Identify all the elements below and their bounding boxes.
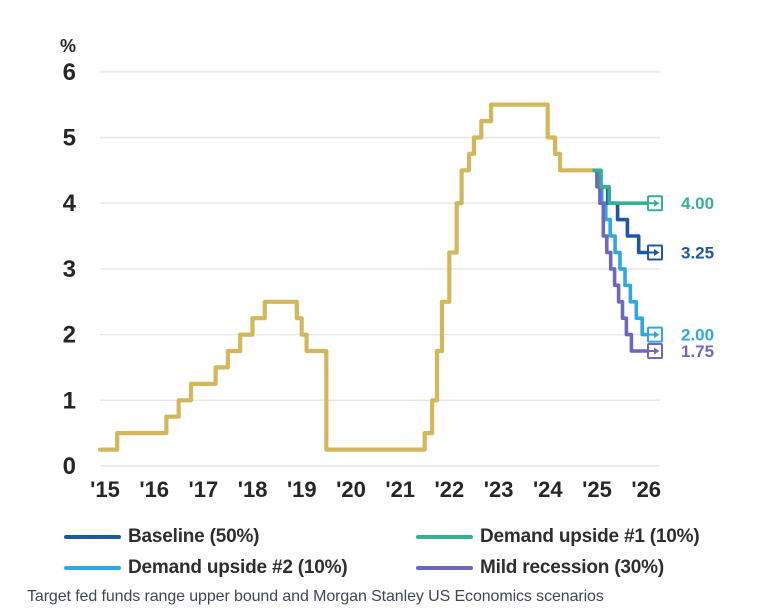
end-marker-arrow-head xyxy=(654,331,660,339)
legend-item-demand-upside-2: Demand upside #2 (10%) xyxy=(64,555,416,581)
legend-label-demand-upside-1: Demand upside #1 (10%) xyxy=(480,526,700,547)
y-axis-unit-label: % xyxy=(60,36,76,56)
y-tick-label: 4 xyxy=(63,190,77,217)
x-tick-label: '16 xyxy=(139,477,169,502)
legend-swatch-demand-upside-1 xyxy=(416,534,473,540)
x-tick-label: '22 xyxy=(435,477,465,502)
legend-label-baseline: Baseline (50%) xyxy=(128,526,260,547)
end-marker-arrow-head xyxy=(654,347,660,355)
y-tick-label: 0 xyxy=(63,453,76,480)
chart-legend: Baseline (50%) Demand upside #1 (10%) De… xyxy=(64,524,770,581)
x-tick-label: '23 xyxy=(484,477,514,502)
end-marker-arrow-head xyxy=(654,199,660,207)
end-value-label: 3.25 xyxy=(681,243,714,262)
end-marker-arrow-head xyxy=(654,248,660,256)
y-tick-label: 1 xyxy=(63,387,76,414)
legend-swatch-mild-recession xyxy=(416,565,473,571)
legend-label-mild-recession: Mild recession (30%) xyxy=(480,557,664,578)
end-value-label: 1.75 xyxy=(681,342,714,361)
y-tick-label: 3 xyxy=(63,256,76,283)
y-tick-label: 5 xyxy=(63,125,76,152)
legend-swatch-demand-upside-2 xyxy=(64,565,121,571)
chart-caption: Target fed funds range upper bound and M… xyxy=(27,588,604,605)
x-tick-label: '25 xyxy=(582,477,612,502)
y-tick-label: 2 xyxy=(63,322,76,349)
x-tick-label: '19 xyxy=(287,477,317,502)
series-line-mild-recession-30 xyxy=(592,168,658,353)
legend-item-mild-recession: Mild recession (30%) xyxy=(416,555,770,581)
x-tick-label: '21 xyxy=(385,477,415,502)
fed-funds-chart: 0 1 2 3 4 5 6% '15 '16 '17 '18 '19 '20 '21 '22 '23 '24 '2… xyxy=(60,36,714,502)
end-value-label: 4.00 xyxy=(681,194,714,213)
x-tick-label: '24 xyxy=(533,477,563,502)
end-value-label: 2.00 xyxy=(681,326,714,345)
legend-item-demand-upside-1: Demand upside #1 (10%) xyxy=(416,524,770,550)
legend-label-demand-upside-2: Demand upside #2 (10%) xyxy=(128,557,348,578)
x-tick-label: '15 xyxy=(90,477,120,502)
x-tick-label: '18 xyxy=(238,477,268,502)
y-tick-label: 6 xyxy=(63,59,76,86)
legend-item-baseline: Baseline (50%) xyxy=(64,524,416,550)
series-line-demand-upside-1-10 xyxy=(592,168,658,205)
series-line-target-fed-funds-range-upper-bound-history xyxy=(97,102,597,452)
x-tick-label: '26 xyxy=(631,477,661,502)
x-tick-label: '17 xyxy=(189,477,219,502)
legend-swatch-baseline xyxy=(64,534,121,540)
series-line-demand-upside-2-10 xyxy=(592,168,658,337)
x-tick-label: '20 xyxy=(336,477,366,502)
